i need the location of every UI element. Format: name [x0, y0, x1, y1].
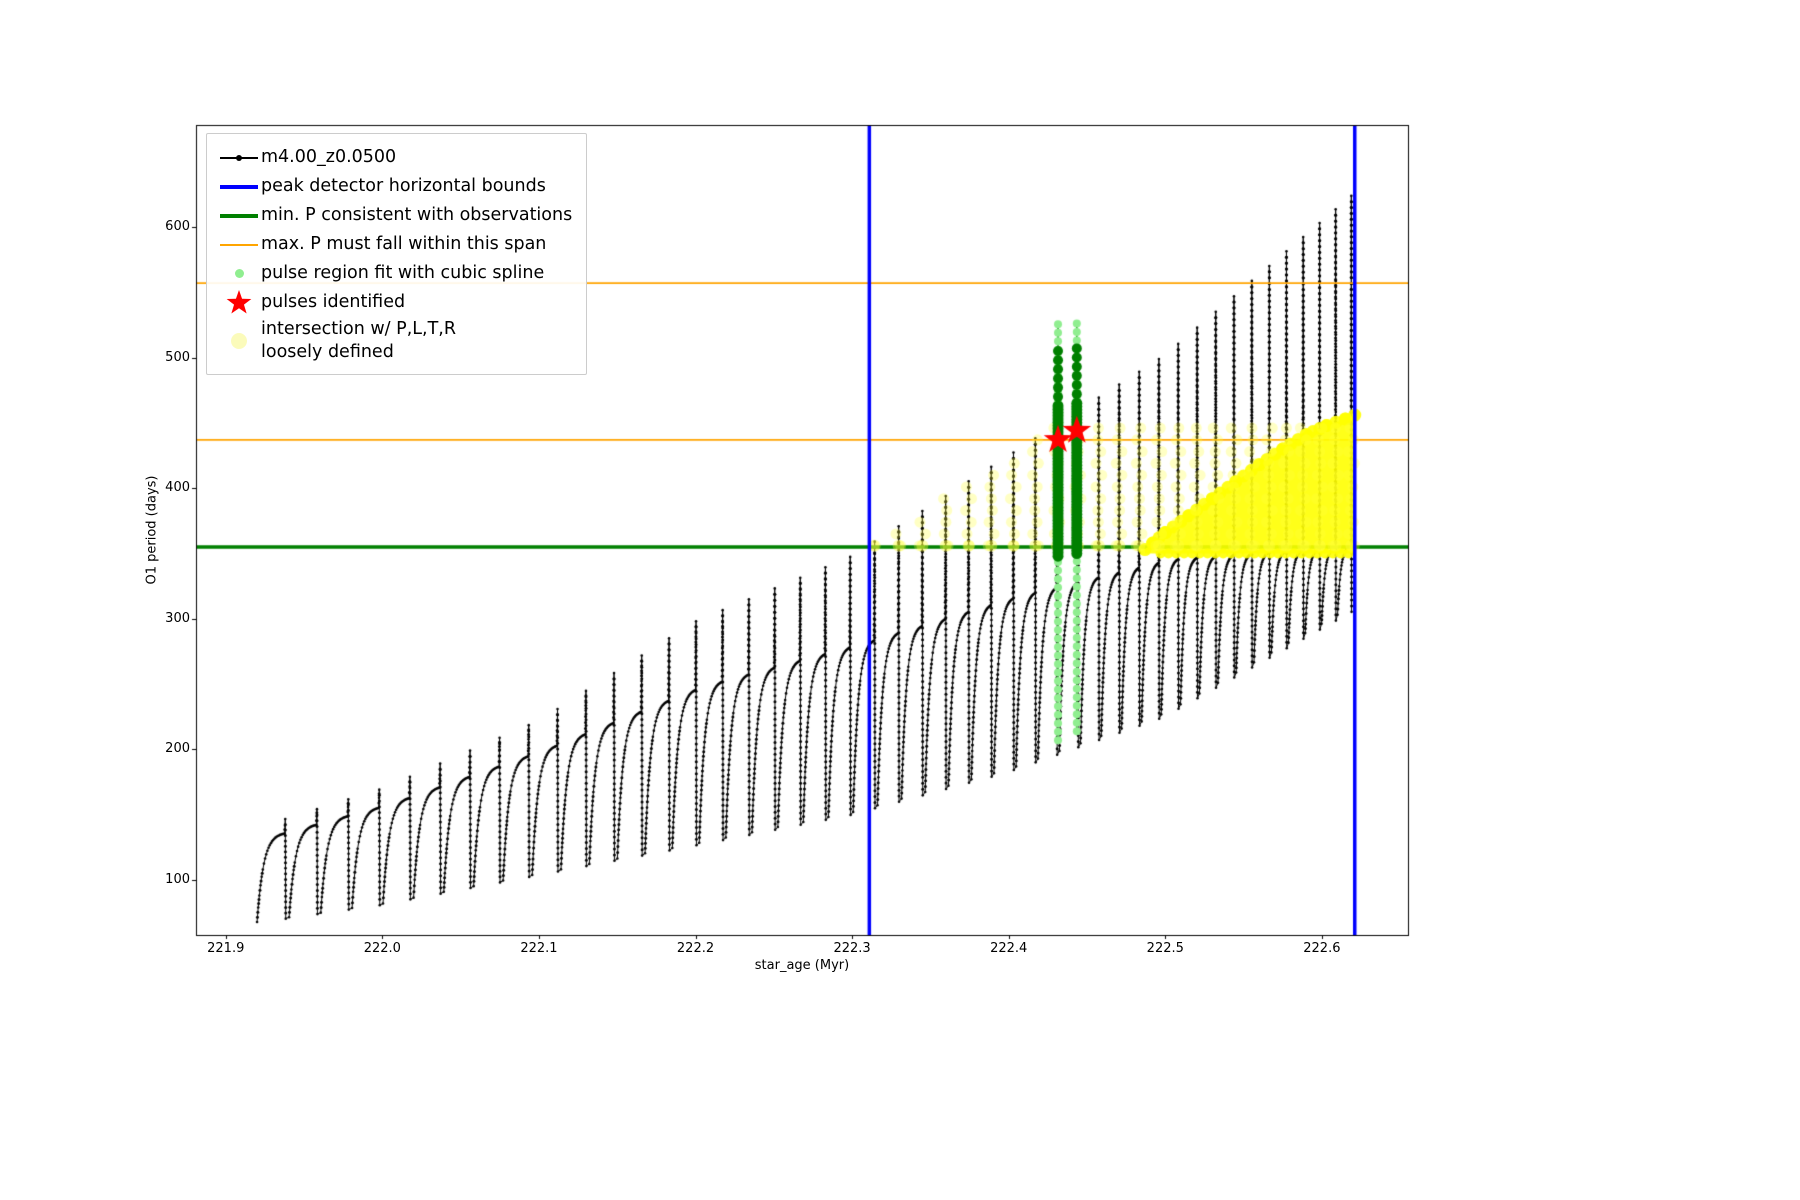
legend-item: intersection w/ P,L,T,R loosely defined — [217, 318, 572, 364]
legend-item-label: intersection w/ P,L,T,R loosely defined — [261, 319, 456, 362]
legend-item-label: peak detector horizontal bounds — [261, 176, 546, 197]
y-axis-label: O1 period (days) — [144, 475, 160, 585]
legend-item-label: pulse region fit with cubic spline — [261, 263, 545, 284]
legend-item: m4.00_z0.0500 — [217, 144, 572, 171]
legend-item: peak detector horizontal bounds — [217, 173, 572, 200]
legend-item: pulses identified — [217, 289, 572, 316]
legend-item: pulse region fit with cubic spline — [217, 260, 572, 287]
legend-item: max. P must fall within this span — [217, 231, 572, 258]
thick-line-icon — [220, 184, 258, 189]
legend-item-label: m4.00_z0.0500 — [261, 147, 397, 168]
line-icon — [220, 243, 258, 246]
large-dot-icon — [231, 332, 247, 349]
thick-line-icon — [220, 213, 258, 218]
legend-item-label: min. P consistent with observations — [261, 205, 573, 226]
legend-item-label: pulses identified — [261, 292, 406, 313]
legend-item: min. P consistent with observations — [217, 202, 572, 229]
dot-icon — [234, 269, 244, 278]
star-icon — [226, 289, 252, 314]
x-axis-label: star_age (Myr) — [754, 958, 850, 973]
line-marker-icon — [220, 154, 258, 161]
legend-item-label: max. P must fall within this span — [261, 234, 547, 255]
